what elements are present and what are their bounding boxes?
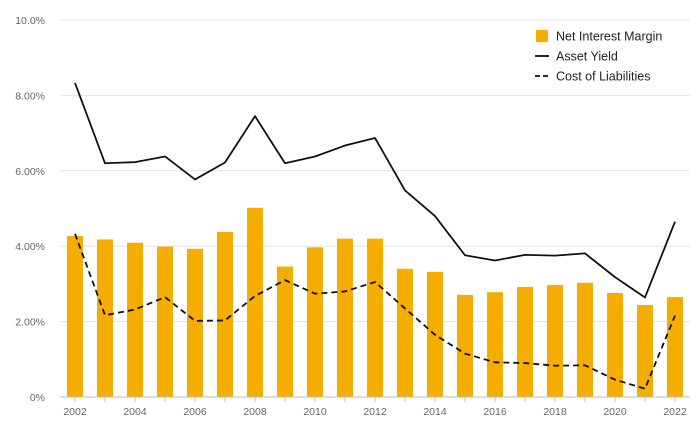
- bar-net-interest-margin: [247, 207, 263, 397]
- bar-net-interest-margin: [577, 282, 593, 397]
- y-tick-label: 2.00%: [15, 317, 45, 329]
- bar-net-interest-margin: [217, 231, 233, 397]
- bar-net-interest-margin: [517, 286, 533, 397]
- legend-label: Cost of Liabilities: [556, 70, 651, 84]
- legend: Net Interest Margin Asset Yield Cost of Li…: [535, 30, 662, 84]
- bar-net-interest-margin: [157, 246, 173, 397]
- x-tick-label: 2008: [243, 406, 267, 418]
- bar-net-interest-margin: [607, 292, 623, 397]
- lines: [74, 82, 676, 390]
- x-tick-label: 2002: [63, 406, 87, 418]
- bar-net-interest-margin: [337, 238, 353, 397]
- x-tick-label: 2018: [543, 406, 567, 418]
- y-tick-label: 4.00%: [15, 241, 45, 253]
- bars: [67, 207, 683, 397]
- bar-net-interest-margin: [367, 238, 383, 397]
- y-tick-label: 6.00%: [15, 166, 45, 178]
- x-tick-label: 2012: [363, 406, 387, 418]
- legend-swatch-bar: [536, 30, 548, 42]
- y-tick-label: 8.00%: [15, 90, 45, 102]
- bar-net-interest-margin: [637, 305, 653, 397]
- y-tick-label: 0%: [30, 392, 45, 404]
- bar-net-interest-margin: [277, 266, 293, 397]
- bar-net-interest-margin: [667, 297, 683, 397]
- bar-net-interest-margin: [397, 268, 413, 397]
- x-tick-label: 2022: [663, 406, 687, 418]
- y-tick-label: 10.0%: [15, 15, 45, 27]
- x-tick-label: 2014: [423, 406, 447, 418]
- x-tick-label: 2006: [183, 406, 207, 418]
- bar-net-interest-margin: [67, 236, 83, 397]
- legend-label: Net Interest Margin: [556, 30, 662, 44]
- line-asset-yield: [74, 82, 676, 299]
- bar-net-interest-margin: [127, 242, 143, 397]
- legend-label: Asset Yield: [556, 50, 618, 64]
- bar-net-interest-margin: [307, 247, 323, 397]
- bar-net-interest-margin: [457, 294, 473, 397]
- x-tick-label: 2010: [303, 406, 327, 418]
- line-cost-of-liabilities: [74, 233, 676, 390]
- x-tick-label: 2016: [483, 406, 507, 418]
- bar-net-interest-margin: [547, 285, 563, 397]
- bar-net-interest-margin: [487, 292, 503, 397]
- axes: 0% 2.00% 4.00% 6.00% 8.00% 10.0% 2002 2004 2006 2…: [15, 15, 690, 418]
- x-tick-label: 2004: [123, 406, 147, 418]
- bar-net-interest-margin: [187, 248, 203, 397]
- x-tick-label: 2020: [603, 406, 627, 418]
- bar-net-interest-margin: [97, 239, 113, 397]
